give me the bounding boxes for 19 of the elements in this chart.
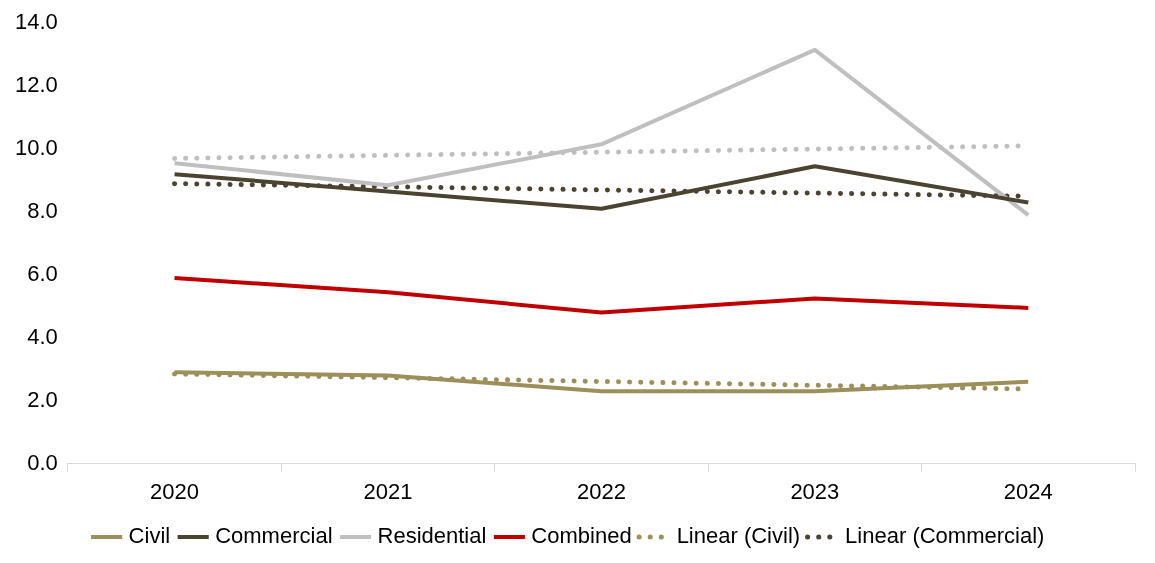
y-tick-label: 6.0 — [27, 260, 58, 286]
legend-label: Linear (Civil) — [676, 523, 801, 549]
x-tick-label: 2023 — [790, 478, 840, 504]
y-tick-label: 10.0 — [14, 135, 58, 161]
y-tick-label: 2.0 — [27, 386, 58, 412]
x-tick-label: 2022 — [576, 478, 626, 504]
legend-label: Residential — [377, 523, 487, 549]
y-tick-label: 4.0 — [27, 323, 58, 349]
x-tick-label: 2021 — [363, 478, 413, 504]
y-tick-label: 0.0 — [27, 449, 58, 475]
legend-label: Commercial — [215, 523, 333, 549]
y-tick-label: 14.0 — [14, 9, 58, 35]
legend-label: Combined — [531, 523, 632, 549]
y-tick-label: 8.0 — [27, 198, 58, 224]
legend-label: Linear (Commercial) — [845, 523, 1045, 549]
x-tick-label: 2024 — [1003, 478, 1053, 504]
legend-label: Civil — [128, 523, 171, 549]
x-tick-label: 2020 — [150, 478, 200, 504]
y-tick-label: 12.0 — [14, 72, 58, 98]
